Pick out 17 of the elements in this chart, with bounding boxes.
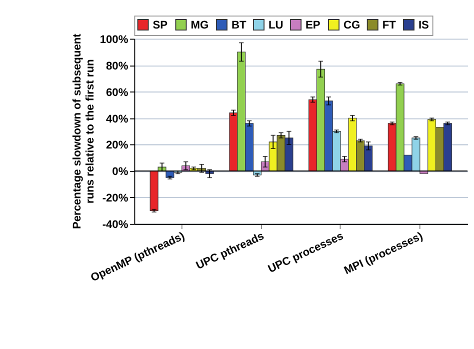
legend-label: SP [152,19,168,32]
legend-label: MG [190,19,209,32]
legend-label: IS [418,19,429,32]
legend-label: CG [343,19,360,32]
legend-label: LU [268,19,284,32]
y-tick-label: 80% [106,60,128,72]
legend-label: EP [306,19,321,32]
legend-label: FT [382,19,396,32]
y-tick-label: 60% [106,86,128,99]
y-tick-label: 0% [112,166,128,178]
y-tick-label: -20% [102,192,128,205]
y-axis-title: Percentage slowdown of subsequent runs relative to the first run [72,33,97,230]
y-tick-label: 40% [106,113,128,126]
y-tick-label: 100% [100,34,128,46]
y-tick-label: 20% [106,140,128,152]
y-tick-label: -40% [102,219,128,232]
legend-label: BT [231,19,246,32]
